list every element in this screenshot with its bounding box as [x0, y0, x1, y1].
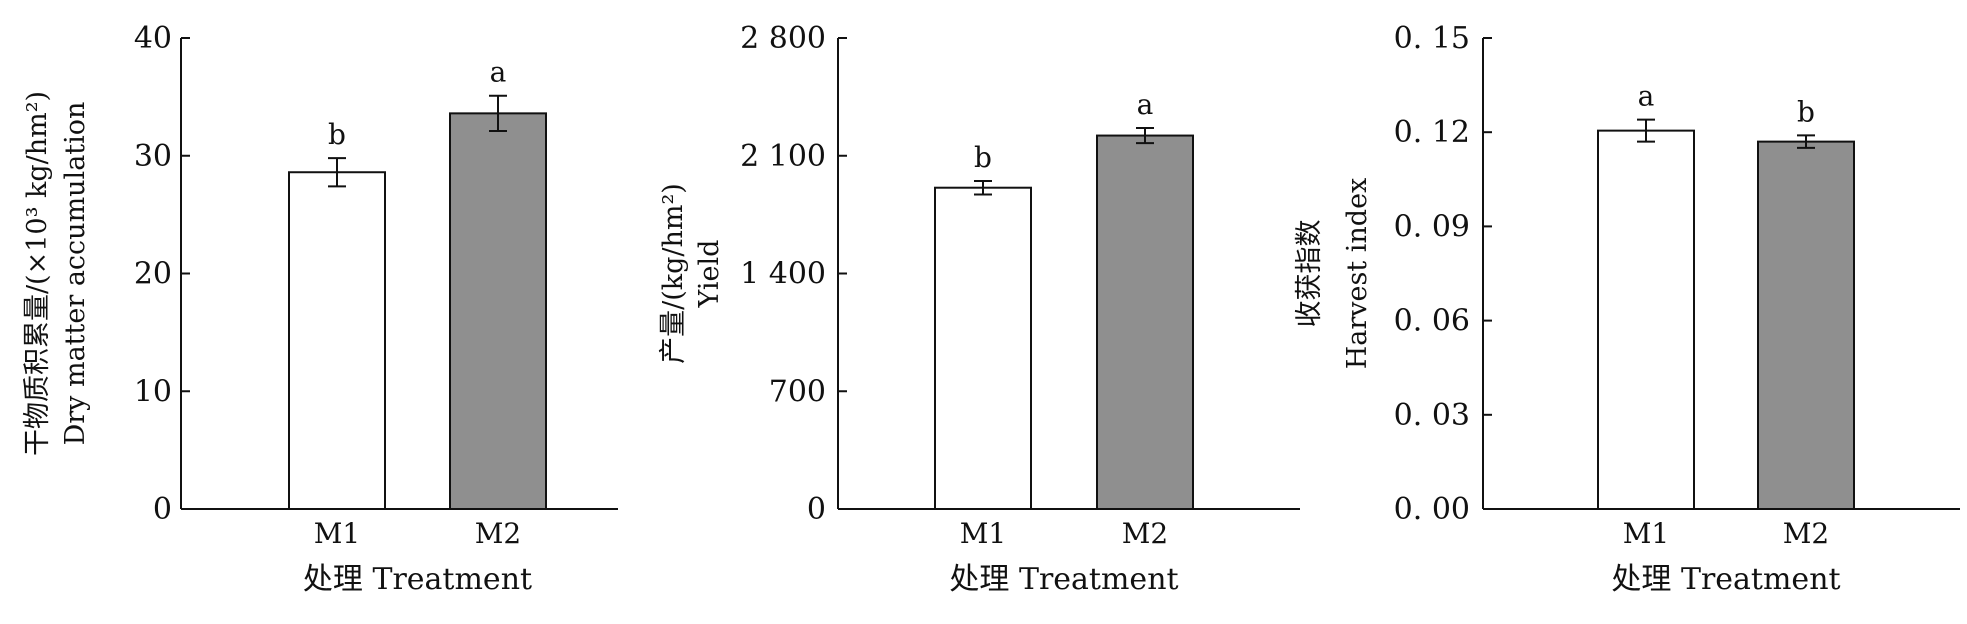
y-tick-label: 20: [134, 257, 172, 292]
category-label: M1: [1623, 517, 1669, 550]
y-tick-label: 0: [807, 492, 826, 527]
y-axis-title-en: Yield: [694, 240, 725, 309]
category-label: M1: [960, 517, 1006, 550]
x-axis-title: 处理 Treatment: [303, 562, 532, 597]
category-label: M1: [314, 517, 360, 550]
significance-letter: a: [490, 56, 507, 89]
significance-letter: a: [1638, 80, 1655, 113]
y-tick-label: 0. 09: [1394, 209, 1470, 244]
y-tick-label: 30: [134, 139, 172, 174]
significance-letter: b: [328, 118, 346, 151]
x-axis-title: 处理 Treatment: [949, 562, 1178, 597]
significance-letter: b: [974, 141, 992, 174]
chart-panel-3: 0. 00 0. 03 0. 06 0. 09 0. 12 0. 15 a M1 b M2 处理 T…: [1294, 21, 1960, 597]
bar-m1: [288, 171, 386, 511]
bar-m1: [1597, 129, 1695, 510]
bar-m2: [1757, 140, 1855, 510]
significance-letter: a: [1137, 88, 1154, 121]
y-axis-title-en: Harvest index: [1342, 178, 1373, 370]
bar-m2: [449, 112, 547, 511]
y-tick-label: 1 400: [740, 257, 826, 292]
bar-m2: [1096, 134, 1194, 510]
y-axis-title-cn: 收获指数: [1294, 220, 1325, 328]
y-tick-label: 0. 06: [1394, 304, 1470, 339]
y-tick-label: 0. 00: [1394, 492, 1470, 527]
chart-panel-2: 0 700 1 400 2 100 2 800 b M1 a M2 处理 Treatment 产量/…: [658, 21, 1300, 597]
y-tick-label: 2 100: [740, 139, 826, 174]
chart-panel-1: 0 10 20 30 40 b M1 a M2 处理 Treatment 干物质积累量/(×10³ …: [22, 21, 618, 597]
y-tick-label: 0. 03: [1394, 398, 1470, 433]
y-tick-label: 700: [769, 374, 826, 409]
category-label: M2: [475, 517, 521, 550]
x-axis-title: 处理 Treatment: [1611, 562, 1840, 597]
y-tick-label: 0: [153, 492, 172, 527]
significance-letter: b: [1797, 95, 1815, 128]
y-tick-label: 0. 12: [1394, 115, 1470, 150]
bar-m1: [934, 186, 1032, 510]
category-label: M2: [1783, 517, 1829, 550]
y-axis-title-en: Dry matter accumulation: [60, 102, 91, 446]
y-axis-title-cn: 产量/(kg/hm²): [658, 183, 689, 364]
y-axis-title-cn: 干物质积累量/(×10³ kg/hm²): [22, 91, 53, 456]
y-tick-label: 2 800: [740, 21, 826, 56]
category-label: M2: [1122, 517, 1168, 550]
y-tick-label: 10: [134, 374, 172, 409]
y-tick-label: 0. 15: [1394, 21, 1470, 56]
y-tick-label: 40: [134, 21, 172, 56]
